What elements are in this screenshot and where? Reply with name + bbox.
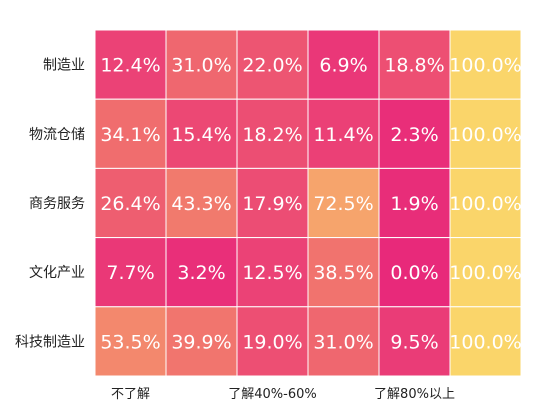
heatmap-cell xyxy=(94,306,167,377)
cell-value-label: 18.2% xyxy=(242,124,302,146)
heatmap-cell xyxy=(449,167,522,239)
cell-value-label: 9.5% xyxy=(390,331,438,353)
cell-value-label: 18.8% xyxy=(384,55,444,77)
heatmap-cell xyxy=(165,167,238,239)
cell-value-label: 53.5% xyxy=(100,331,160,353)
cell-value-label: 100.0% xyxy=(449,262,521,284)
heatmap-cell xyxy=(449,98,522,169)
heatmap-cell xyxy=(236,237,309,308)
cell-value-label: 2.3% xyxy=(390,124,438,146)
cell-value-label: 12.5% xyxy=(242,262,302,284)
heatmap-cell xyxy=(307,167,380,239)
cell-value-label: 100.0% xyxy=(449,55,521,77)
heatmap-cell xyxy=(378,237,451,308)
heatmap-cell xyxy=(307,237,380,308)
heatmap-cell xyxy=(236,306,309,377)
row-label: 文化产业 xyxy=(29,265,85,281)
heatmap-cell xyxy=(165,237,238,308)
heatmap-cell xyxy=(378,167,451,239)
cell-value-label: 19.0% xyxy=(242,331,302,353)
cell-value-label: 12.4% xyxy=(100,55,160,77)
heatmap-cell xyxy=(378,306,451,377)
cell-value-label: 100.0% xyxy=(449,124,521,146)
cell-value-label: 31.0% xyxy=(171,55,231,77)
cell-value-label: 34.1% xyxy=(100,124,160,146)
cell-value-label: 38.5% xyxy=(313,262,373,284)
row-label: 物流仓储 xyxy=(29,127,85,143)
cell-value-label: 6.9% xyxy=(319,55,367,77)
cell-value-label: 39.9% xyxy=(171,331,231,353)
cell-value-label: 26.4% xyxy=(100,193,160,215)
cell-value-label: 15.4% xyxy=(171,124,231,146)
cell-value-label: 72.5% xyxy=(313,193,373,215)
row-label: 科技制造业 xyxy=(15,334,85,350)
cell-value-label: 7.7% xyxy=(106,262,154,284)
heatmap-cell xyxy=(449,306,522,377)
heatmap-cell xyxy=(449,29,522,100)
cell-value-label: 17.9% xyxy=(242,193,302,215)
column-label: 了解80%以上 xyxy=(374,387,455,402)
cell-value-label: 11.4% xyxy=(313,124,373,146)
heatmap-cell xyxy=(307,29,380,100)
cell-value-label: 22.0% xyxy=(242,55,302,77)
cell-value-label: 43.3% xyxy=(171,193,231,215)
heatmap-cells: 12.4% 31.0% 22.0% 6.9% 18.8% 100.0%34.1% 15.4%… xyxy=(94,29,522,377)
heatmap-cell xyxy=(165,98,238,169)
row-label: 商务服务 xyxy=(29,196,85,212)
heatmap-cell xyxy=(307,306,380,377)
heatmap-cell xyxy=(165,29,238,100)
column-label: 了解40%-60% xyxy=(228,387,316,402)
column-labels: 不了解 了解40%-60% 了解80%以上 xyxy=(111,387,455,402)
heatmap-cell xyxy=(307,98,380,169)
heatmap-cell xyxy=(94,29,167,100)
cell-value-label: 3.2% xyxy=(177,262,225,284)
column-label: 不了解 xyxy=(111,387,150,402)
heatmap-cell xyxy=(94,237,167,308)
heatmap-cell xyxy=(236,29,309,100)
cell-value-label: 31.0% xyxy=(313,331,373,353)
cell-value-label: 100.0% xyxy=(449,331,521,353)
cell-value-label: 0.0% xyxy=(390,262,438,284)
heatmap-cell xyxy=(449,237,522,308)
cell-value-label: 100.0% xyxy=(449,193,521,215)
row-label: 制造业 xyxy=(43,58,85,74)
cell-value-label: 1.9% xyxy=(390,193,438,215)
